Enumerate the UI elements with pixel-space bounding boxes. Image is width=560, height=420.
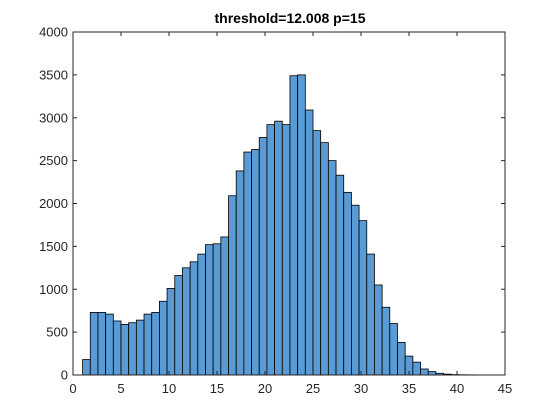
histogram-bar <box>158 300 168 376</box>
histogram-bar <box>243 151 252 376</box>
histogram-bar <box>251 149 260 376</box>
x-tick-label: 10 <box>162 381 176 396</box>
histogram-bar <box>205 244 214 376</box>
histogram-bar <box>197 253 206 376</box>
histogram-bar <box>258 137 268 376</box>
x-tick-label: 25 <box>306 381 320 396</box>
x-tick-label: 5 <box>117 381 124 396</box>
chart-title: threshold=12.008 p=15 <box>215 10 366 26</box>
histogram-bar <box>235 170 245 376</box>
histogram-bar <box>228 195 237 376</box>
histogram-bar <box>89 311 99 376</box>
histogram-bar <box>343 191 352 376</box>
histogram-bar <box>281 124 291 376</box>
y-tick-label: 2500 <box>39 153 68 168</box>
histogram-bar <box>112 320 122 376</box>
histogram-bar <box>128 322 137 376</box>
histogram-bar <box>389 323 398 376</box>
x-tick-label: 0 <box>69 381 76 396</box>
y-tick-label: 0 <box>61 368 68 383</box>
histogram-bar <box>220 236 229 376</box>
histogram-bar <box>320 142 329 376</box>
x-tick-label: 40 <box>450 381 464 396</box>
histogram-bar <box>166 287 176 376</box>
histogram-bar <box>212 243 222 376</box>
histogram-bar <box>412 361 421 376</box>
histogram-bar <box>427 371 437 376</box>
histogram-bar <box>366 253 375 376</box>
histogram-bar <box>289 75 299 376</box>
histogram-bar <box>120 324 130 376</box>
bars-layer <box>82 74 491 376</box>
x-tick-label: 45 <box>498 381 512 396</box>
histogram-bar <box>335 174 345 376</box>
histogram-bar <box>151 311 160 376</box>
axis-layer: 0 5 10 15 20 25 30 35 40 45 0 500 1000 1500 2000 2500 30… <box>39 25 512 397</box>
x-tick-label: 30 <box>354 381 368 396</box>
histogram-bar <box>105 313 114 376</box>
y-tick-label: 3500 <box>39 67 68 82</box>
histogram-bar <box>274 120 283 376</box>
y-tick-label: 1000 <box>39 282 68 297</box>
histogram-bar <box>312 130 322 376</box>
histogram-bar <box>143 313 153 376</box>
x-tick-label: 35 <box>402 381 416 396</box>
histogram-bar <box>97 311 107 376</box>
histogram-bar <box>135 319 145 376</box>
histogram-bar <box>82 359 91 376</box>
y-tick-label: 4000 <box>39 25 68 40</box>
histogram-bar <box>304 109 314 376</box>
histogram-bar <box>397 342 406 376</box>
histogram-bar <box>420 368 429 376</box>
x-tick-label: 20 <box>258 381 272 396</box>
y-tick-label: 3000 <box>39 110 68 125</box>
y-tick-label: 1500 <box>39 239 68 254</box>
histogram-bar <box>350 204 360 376</box>
histogram-bar <box>266 124 276 376</box>
y-tick-label: 500 <box>46 325 68 340</box>
histogram-bar <box>327 160 337 376</box>
histogram-bar <box>182 267 191 376</box>
histogram-bar <box>297 74 306 376</box>
y-tick-label: 2000 <box>39 196 68 211</box>
histogram-bar <box>174 275 183 376</box>
histogram-bar <box>374 284 383 376</box>
x-tick-label: 15 <box>210 381 224 396</box>
histogram-bar <box>358 220 368 376</box>
histogram-bar <box>189 261 199 376</box>
histogram-bar <box>381 306 391 376</box>
